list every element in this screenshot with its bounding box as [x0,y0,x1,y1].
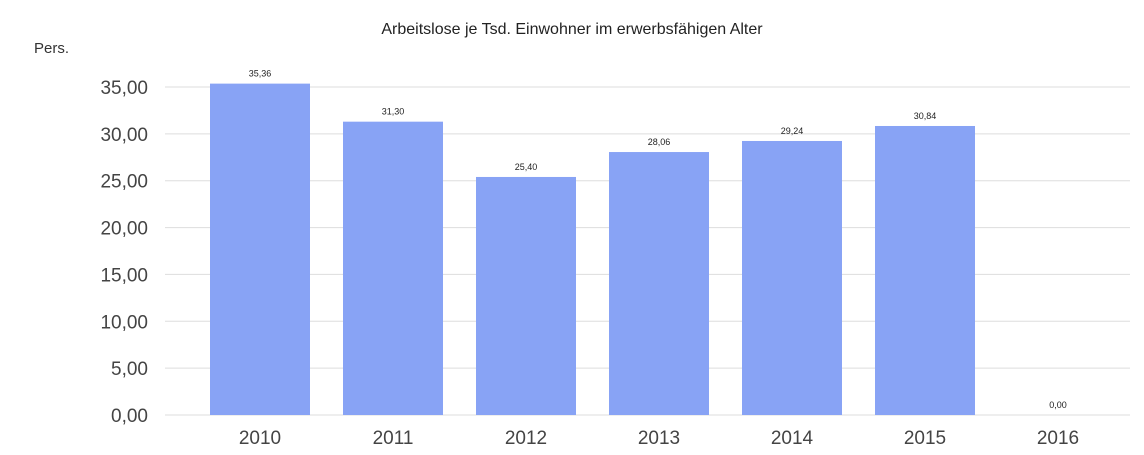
bar-2010 [210,83,310,416]
bar-2015 [875,125,975,416]
y-tick-label: 15,00 [100,265,148,286]
y-tick-label: 35,00 [100,78,148,99]
bars [210,83,975,416]
x-tick-label-2014: 2014 [771,428,814,449]
bar-2012 [476,176,576,415]
x-tick-label-2011: 2011 [373,428,414,449]
y-tick-label: 20,00 [100,219,148,240]
y-tick-label: 25,00 [100,172,148,193]
y-tick-label: 5,00 [111,359,148,380]
x-tick-label-2012: 2012 [505,428,547,449]
data-label-2010: 35,36 [249,69,272,79]
data-label-2013: 28,06 [648,137,671,147]
data-labels: 35,36 31,30 25,40 28,06 29,24 30,84 0,00 [249,69,1067,410]
chart-title: Arbeitslose je Tsd. Einwohner im erwerbs… [381,21,763,38]
data-label-2012: 25,40 [515,162,538,172]
x-tick-label-2015: 2015 [904,428,946,449]
x-tick-label-2016: 2016 [1037,428,1079,449]
data-label-2015: 30,84 [914,111,937,121]
data-label-2014: 29,24 [781,126,804,136]
x-tick-label-2013: 2013 [638,428,680,449]
x-tick-label-2010: 2010 [239,428,281,449]
y-tick-label: 0,00 [111,406,148,427]
bar-2014 [742,140,842,415]
y-tick-label: 30,00 [100,125,148,146]
y-tick-label: 10,00 [100,312,148,333]
bar-2011 [343,121,443,415]
data-label-2011: 31,30 [382,107,405,117]
y-axis-ticks: 0,00 5,00 10,00 15,00 20,00 25,00 30,00 35,00 [100,78,148,427]
x-axis-ticks: 2010 2011 2012 2013 2014 2015 2016 [239,428,1079,449]
bar-2013 [609,152,709,415]
data-label-2016: 0,00 [1049,400,1067,410]
y-axis-label: Pers. [34,40,69,57]
